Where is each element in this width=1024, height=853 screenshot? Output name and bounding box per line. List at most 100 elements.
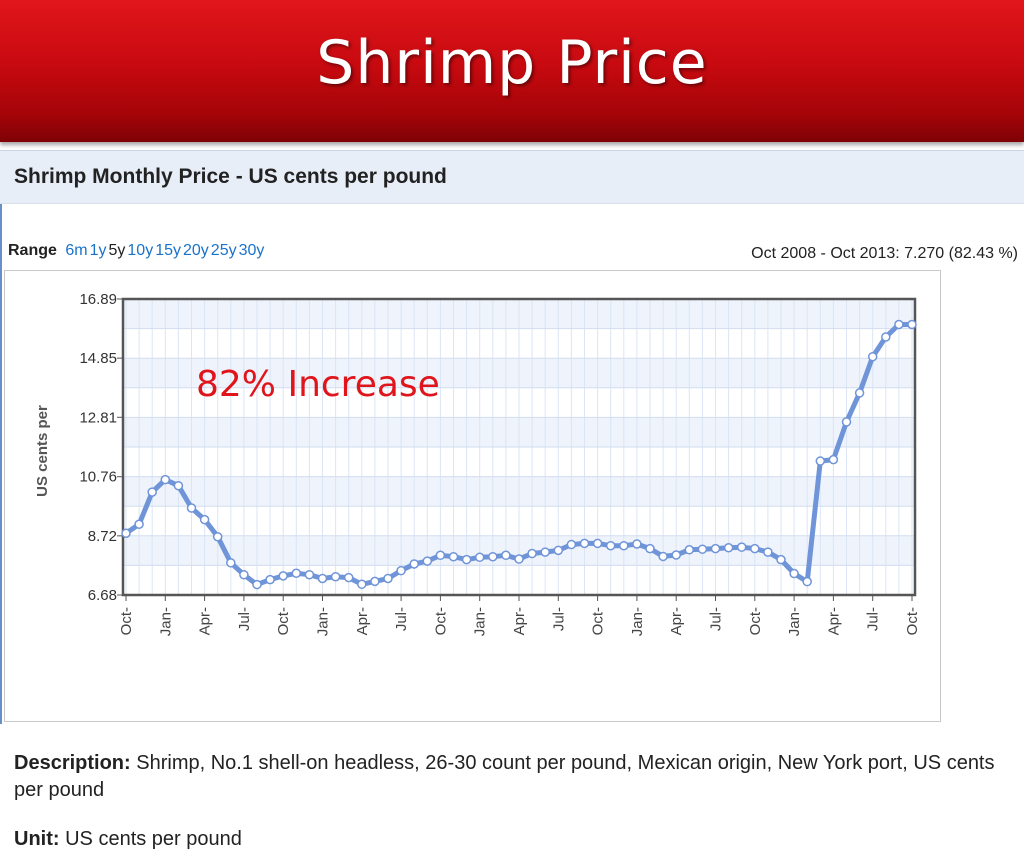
data-point (265, 574, 275, 585)
x-tick-label: Jul- (393, 607, 410, 631)
data-point (396, 565, 406, 576)
x-tick-label: Apr- (511, 607, 528, 635)
range-option-6m[interactable]: 6m (65, 242, 88, 259)
data-point (592, 538, 603, 549)
data-point (383, 573, 393, 584)
data-point (776, 554, 786, 565)
data-point (697, 544, 708, 554)
range-option-25y[interactable]: 25y (210, 242, 237, 259)
x-tick-label: Jul- (865, 607, 882, 631)
data-point (409, 559, 419, 569)
data-point (343, 572, 354, 583)
x-tick-label: Jan- (157, 607, 174, 636)
data-point (881, 332, 891, 342)
x-tick-label: Apr- (668, 607, 685, 635)
data-point (226, 558, 236, 568)
unit-line: Unit: US cents per pound (14, 828, 242, 851)
data-point (330, 571, 341, 582)
chart-panel-title: Shrimp Monthly Price - US cents per poun… (14, 165, 447, 188)
range-option-15y[interactable]: 15y (155, 242, 181, 259)
x-tick-label: Jan- (786, 607, 803, 636)
description-label: Description: (14, 752, 131, 774)
data-point (212, 531, 223, 542)
data-point (540, 547, 550, 557)
data-point (645, 543, 655, 554)
data-point (619, 540, 629, 551)
range-option-1y[interactable]: 1y (89, 242, 107, 259)
data-point (841, 417, 852, 427)
data-point (199, 514, 210, 525)
data-point (763, 547, 773, 557)
data-point (579, 538, 590, 549)
data-point (239, 569, 249, 580)
data-point (514, 554, 524, 564)
increase-annotation: 82% Increase (196, 364, 440, 405)
data-point (671, 550, 681, 560)
data-point (632, 539, 642, 549)
x-tick-label: Oct- (590, 607, 607, 635)
y-tick-label: 8.72 (88, 528, 117, 545)
data-point (658, 551, 668, 562)
data-point (553, 545, 564, 556)
data-point (828, 454, 839, 465)
data-point (252, 579, 262, 590)
range-selector: Range 6m 1y 5y 10y 15y 20y 25y 30y (8, 242, 266, 260)
data-point (357, 579, 367, 590)
data-point (474, 552, 485, 563)
range-summary: Oct 2008 - Oct 2013: 7.270 (82.43 %) (751, 245, 1018, 262)
data-point (815, 456, 826, 466)
data-point (802, 576, 812, 587)
data-point (461, 554, 472, 565)
range-option-30y[interactable]: 30y (238, 242, 265, 259)
x-tick-label: Jul- (708, 607, 725, 631)
y-tick-label: 16.89 (79, 291, 117, 308)
title-banner: Shrimp Price (0, 0, 1024, 142)
data-point (291, 568, 302, 579)
range-option-20y[interactable]: 20y (183, 242, 209, 259)
data-point (435, 550, 446, 561)
data-point (160, 474, 171, 485)
y-tick-label: 10.76 (79, 469, 117, 486)
data-point (448, 551, 459, 562)
data-point (278, 571, 288, 581)
unit-text: US cents per pound (65, 828, 242, 850)
x-tick-label: Oct- (747, 607, 764, 635)
y-tick-label: 12.81 (79, 409, 117, 426)
data-point (736, 542, 747, 552)
y-tick-label: 6.68 (88, 587, 117, 604)
data-point (907, 319, 917, 330)
unit-label: Unit: (14, 828, 60, 850)
x-tick-label: Apr- (354, 607, 371, 635)
data-point (867, 351, 878, 362)
data-point (789, 568, 799, 579)
range-option-10y[interactable]: 10y (127, 242, 154, 259)
data-point (527, 548, 537, 559)
data-point (304, 569, 315, 580)
description: Description: Shrimp, No.1 shell-on headl… (14, 750, 1004, 804)
x-tick-label: Jan- (472, 607, 489, 636)
x-tick-label: Jul- (236, 607, 253, 631)
data-point (121, 528, 131, 538)
y-axis-label: US cents per (34, 405, 51, 497)
data-point (147, 487, 157, 497)
range-label: Range (8, 242, 57, 259)
x-tick-label: Oct- (432, 607, 449, 635)
data-point (501, 550, 511, 561)
data-point (317, 573, 328, 584)
data-point (422, 556, 433, 566)
x-tick-label: Oct- (118, 607, 135, 635)
data-point (710, 543, 721, 554)
data-point (134, 519, 144, 530)
x-tick-label: Jan- (315, 607, 332, 636)
x-tick-label: Oct- (904, 607, 921, 635)
range-option-5y[interactable]: 5y (108, 242, 126, 259)
data-point (488, 551, 498, 562)
data-point (854, 388, 865, 398)
x-tick-label: Apr- (825, 607, 842, 635)
chart-panel-header: Shrimp Monthly Price - US cents per poun… (0, 150, 1024, 204)
data-point (186, 503, 197, 513)
description-text: Shrimp, No.1 shell-on headless, 26-30 co… (14, 752, 995, 801)
x-tick-label: Oct- (275, 607, 292, 635)
data-point (894, 319, 904, 330)
data-point (605, 540, 616, 551)
